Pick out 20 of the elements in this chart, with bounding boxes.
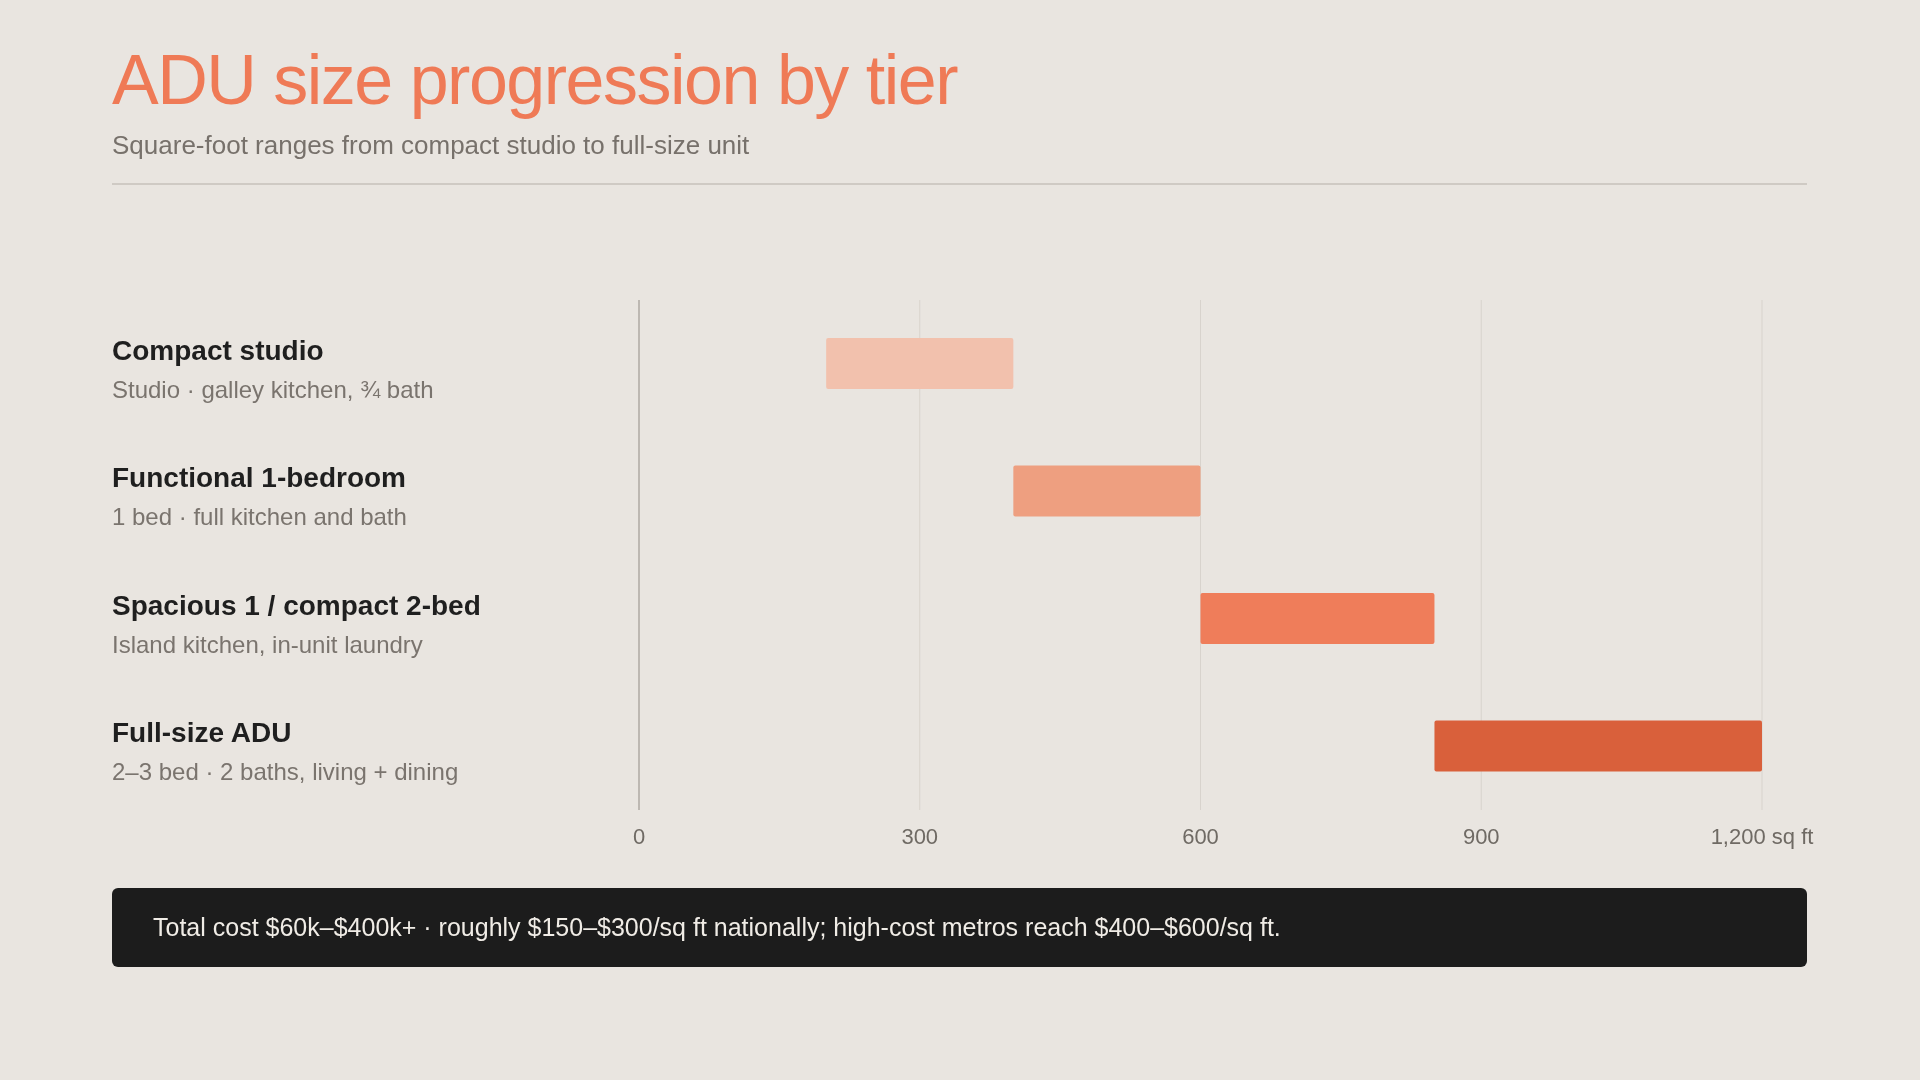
bar xyxy=(826,338,1014,389)
chart-title: ADU size progression by tier xyxy=(112,40,957,120)
x-tick-label: 600 xyxy=(1182,823,1219,849)
text: Total cost $60k–$400k+ · roughly $150–$300/sq ft nationally; high-cost metros reach $400–$600/sq ft. xyxy=(112,888,1807,967)
x-tick-label: 1,200 sq ft xyxy=(1710,823,1814,849)
text: 1 bed · full kitchen and bath xyxy=(112,503,407,531)
x-tick-label: 900 xyxy=(1462,823,1500,849)
y-tick-label: Compact studio xyxy=(112,334,324,366)
text: Studio · galley kitchen, ¾ bath xyxy=(112,375,434,403)
x-tick-label: 0 xyxy=(632,823,646,849)
y-tick-label: Spacious 1 / compact 2-bed xyxy=(112,589,481,621)
bar xyxy=(1013,465,1201,517)
x-tick-label: 300 xyxy=(901,823,939,849)
text: Island kitchen, in-unit laundry xyxy=(112,630,423,658)
text: Square-foot ranges from compact studio to full-size unit xyxy=(112,130,750,161)
y-tick-label: Full-size ADU xyxy=(112,717,292,749)
text: 2–3 bed · 2 baths, living + dining xyxy=(112,758,459,786)
y-tick-label: Functional 1-bedroom xyxy=(112,462,406,494)
bar xyxy=(1200,593,1435,644)
bar xyxy=(1434,720,1762,772)
